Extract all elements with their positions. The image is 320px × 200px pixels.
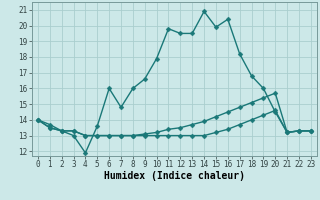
X-axis label: Humidex (Indice chaleur): Humidex (Indice chaleur) <box>104 171 245 181</box>
